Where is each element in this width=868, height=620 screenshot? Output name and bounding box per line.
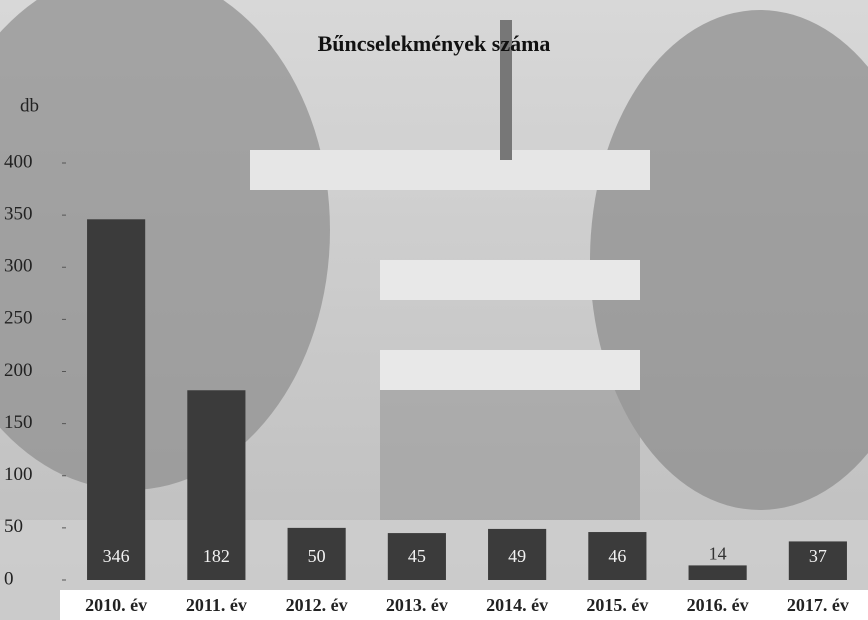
bar: [187, 390, 246, 580]
bar: [488, 528, 547, 580]
y-axis-label: db: [20, 95, 39, 116]
y-tick-label: 50: [4, 516, 23, 537]
chart-title: Bűncselekmények száma: [318, 31, 551, 56]
y-tick-label: 350: [4, 203, 33, 224]
value-label: 182: [203, 546, 230, 566]
y-tick-label: 150: [4, 412, 33, 433]
value-label: 37: [809, 546, 827, 566]
value-label: 50: [308, 546, 326, 566]
x-tick-label: 2016. év: [687, 595, 749, 615]
bar: [387, 533, 446, 580]
x-tick-label: 2012. év: [286, 595, 348, 615]
bar: [688, 565, 747, 580]
y-tick-label: 400: [4, 151, 33, 172]
bar: [788, 541, 847, 580]
x-tick-label: 2015. év: [586, 595, 648, 615]
value-label: 346: [103, 546, 130, 566]
x-tick-label: 2017. év: [787, 595, 849, 615]
value-label: 45: [408, 546, 426, 566]
x-tick-label: 2013. év: [386, 595, 448, 615]
value-label: 14: [709, 544, 727, 564]
value-label: 46: [608, 546, 626, 566]
y-tick-label: 0: [4, 568, 14, 589]
x-tick-label: 2010. év: [85, 595, 147, 615]
y-tick-label: 250: [4, 308, 33, 329]
x-tick-label: 2011. év: [186, 595, 247, 615]
x-tick-label: 2014. év: [486, 595, 548, 615]
bar: [588, 532, 647, 580]
y-tick-label: 300: [4, 256, 33, 277]
bar: [87, 219, 146, 581]
y-tick-label: 100: [4, 464, 33, 485]
value-label: 49: [508, 546, 526, 566]
bar: [287, 527, 346, 580]
y-tick-label: 200: [4, 360, 33, 381]
